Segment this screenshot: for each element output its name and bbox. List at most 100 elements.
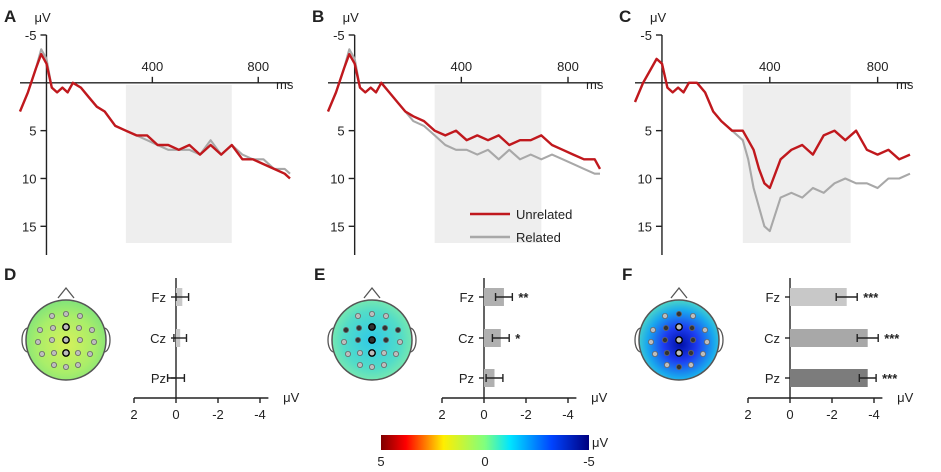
bar-x-tick-label: 0 xyxy=(172,407,179,422)
y-tick-label: 10 xyxy=(637,171,651,186)
y-tick-label: 5 xyxy=(645,124,652,139)
bar-pz xyxy=(790,369,868,387)
x-tick-label: 400 xyxy=(450,59,472,74)
category-label: Fz xyxy=(460,290,474,305)
y-tick-label: -5 xyxy=(333,28,345,43)
bar-x-tick-label: 2 xyxy=(744,407,751,422)
bar-x-tick-label: -2 xyxy=(212,407,224,422)
electrode-midline xyxy=(368,336,376,344)
bar-x-unit: μV xyxy=(283,390,299,405)
colorbar-tick: -5 xyxy=(583,454,595,469)
nose-icon xyxy=(57,286,75,299)
panel-label-d: D xyxy=(4,265,16,284)
significance-marker: * xyxy=(515,331,521,346)
electrode xyxy=(381,324,388,331)
bar-fz xyxy=(790,288,847,306)
y-tick-label: -5 xyxy=(25,28,37,43)
electrode xyxy=(702,326,709,333)
electrode-midline xyxy=(62,349,70,357)
nose-icon xyxy=(363,286,381,299)
electrode xyxy=(664,349,671,356)
electrode xyxy=(340,338,347,345)
panel-d-bars: μV 2 0 -2 -4 Fz Cz Pz xyxy=(130,278,300,422)
analysis-window xyxy=(125,84,232,244)
y-tick-label: 15 xyxy=(637,219,651,234)
bar-x-tick-label: 2 xyxy=(130,407,137,422)
y-tick-label: -5 xyxy=(640,28,652,43)
panel-label-e: E xyxy=(314,265,325,284)
bar-x-tick-label: 0 xyxy=(480,407,487,422)
bar-x-tick-label: -4 xyxy=(254,407,266,422)
legend-unrelated-label: Unrelated xyxy=(516,207,572,222)
electrode xyxy=(356,349,363,356)
bar-x-tick-label: 2 xyxy=(438,407,445,422)
bar-x-tick-label: 0 xyxy=(786,407,793,422)
electrode xyxy=(39,350,46,357)
electrode xyxy=(382,312,389,319)
panel-label: A xyxy=(4,7,16,26)
significance-marker: *** xyxy=(884,331,900,346)
colorbar-tick: 0 xyxy=(481,454,488,469)
electrode xyxy=(676,310,683,317)
electrode xyxy=(650,326,657,333)
panel-f-bars: μV 2 0 -2 -4 Fz *** Cz *** Pz *** xyxy=(744,278,914,422)
electrode xyxy=(51,349,58,356)
colorbar-gradient xyxy=(381,435,589,450)
panel-label: C xyxy=(619,7,631,26)
series-line-unrelated xyxy=(326,52,602,170)
electrode xyxy=(35,338,42,345)
category-label: Pz xyxy=(459,371,474,386)
electrode xyxy=(49,336,56,343)
electrode xyxy=(76,324,83,331)
electrode xyxy=(37,326,44,333)
bar-x-unit: μV xyxy=(591,390,607,405)
x-axis-unit: ms xyxy=(896,77,914,92)
category-label: Cz xyxy=(764,331,780,346)
electrode xyxy=(688,361,695,368)
series-line-unrelated xyxy=(18,52,291,180)
electrode xyxy=(50,324,57,331)
electrode xyxy=(652,350,659,357)
electrode-midline xyxy=(62,323,70,331)
electrode-midline xyxy=(675,336,683,344)
electrode xyxy=(662,336,669,343)
electrode-midline xyxy=(62,336,70,344)
electrode xyxy=(380,361,387,368)
significance-marker: ** xyxy=(518,290,529,305)
x-tick-label: 400 xyxy=(759,59,781,74)
panel-e-bars: μV 2 0 -2 -4 Fz ** Cz * Pz xyxy=(438,278,608,422)
significance-marker: *** xyxy=(863,290,879,305)
electrode xyxy=(49,312,56,319)
x-tick-label: 800 xyxy=(867,59,889,74)
category-label: Fz xyxy=(152,290,166,305)
electrode xyxy=(382,336,389,343)
electrode xyxy=(87,350,94,357)
electrode xyxy=(690,336,697,343)
bar-x-tick-label: -2 xyxy=(826,407,838,422)
electrode xyxy=(91,338,98,345)
electrode xyxy=(396,338,403,345)
x-axis-unit: ms xyxy=(586,77,604,92)
electrode xyxy=(77,336,84,343)
electrode xyxy=(354,312,361,319)
electrode xyxy=(368,310,375,317)
colorbar-tick: 5 xyxy=(377,454,384,469)
electrode-midline xyxy=(675,323,683,331)
y-tick-label: 10 xyxy=(330,171,344,186)
category-label: Cz xyxy=(150,331,166,346)
electrode-midline xyxy=(368,323,376,331)
bar-cz xyxy=(790,329,868,347)
panel-label: B xyxy=(312,7,324,26)
panel-label-f: F xyxy=(622,265,632,284)
electrode-set xyxy=(648,310,711,370)
electrode xyxy=(344,350,351,357)
electrode xyxy=(368,363,375,370)
electrode xyxy=(63,310,70,317)
electrode xyxy=(690,312,697,319)
category-label: Cz xyxy=(458,331,474,346)
panel-e-topomap: E xyxy=(314,265,417,381)
bar-fz xyxy=(484,288,504,306)
